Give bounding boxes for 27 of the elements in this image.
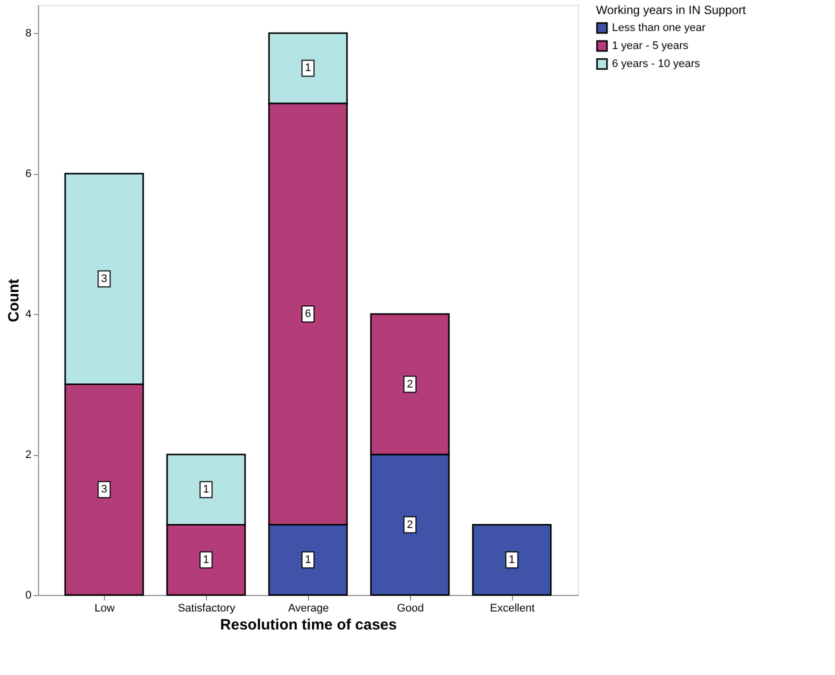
- y-tick-label: 6: [25, 168, 32, 180]
- data-label: 6: [304, 308, 312, 320]
- legend-label: 1 year - 5 years: [612, 40, 689, 52]
- data-label: 2: [406, 518, 413, 531]
- data-label: 1: [203, 484, 210, 496]
- x-tick-label: Average: [288, 602, 329, 614]
- legend-label: Less than one year: [612, 22, 706, 34]
- data-label: 3: [101, 484, 108, 496]
- y-tick-label: 0: [25, 590, 32, 602]
- data-label: 1: [508, 554, 515, 566]
- data-label: 3: [101, 272, 108, 285]
- legend-label: 6 years - 10 years: [612, 58, 701, 70]
- data-label: 1: [203, 554, 210, 566]
- x-tick-label: Excellent: [490, 602, 535, 614]
- bar: [472, 524, 552, 596]
- x-tick-label: Good: [396, 602, 424, 614]
- legend-title: Working years in IN Support: [596, 3, 747, 17]
- y-tick-label: 4: [25, 308, 32, 321]
- y-tick-label: 2: [25, 449, 32, 462]
- data-label: 1: [304, 62, 312, 74]
- y-axis-title: Count: [5, 278, 22, 322]
- data-label: 2: [406, 378, 413, 390]
- x-tick-label: Low: [94, 602, 115, 614]
- y-tick-label: 8: [25, 28, 32, 40]
- x-tick-label: Satisfactory: [178, 602, 236, 614]
- x-axis-title: Resolution time of cases: [220, 616, 397, 634]
- data-label: 1: [304, 554, 312, 566]
